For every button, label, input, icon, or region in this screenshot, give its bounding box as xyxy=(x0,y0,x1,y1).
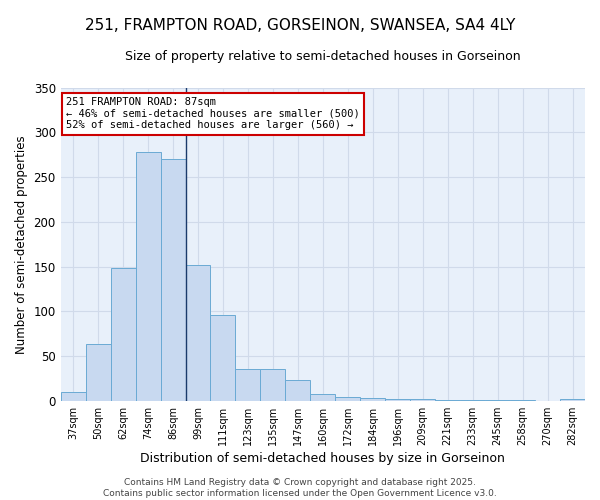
Bar xyxy=(61,392,86,401)
Text: Contains HM Land Registry data © Crown copyright and database right 2025.
Contai: Contains HM Land Registry data © Crown c… xyxy=(103,478,497,498)
Bar xyxy=(335,397,360,401)
Bar xyxy=(185,265,211,401)
Bar xyxy=(235,368,260,401)
Bar xyxy=(110,268,136,401)
Bar xyxy=(510,400,535,401)
Bar xyxy=(211,315,235,401)
Title: Size of property relative to semi-detached houses in Gorseinon: Size of property relative to semi-detach… xyxy=(125,50,521,63)
Bar xyxy=(435,400,460,401)
Bar xyxy=(136,152,161,401)
Bar xyxy=(485,400,510,401)
Text: 251, FRAMPTON ROAD, GORSEINON, SWANSEA, SA4 4LY: 251, FRAMPTON ROAD, GORSEINON, SWANSEA, … xyxy=(85,18,515,32)
Bar xyxy=(560,399,585,401)
Bar xyxy=(286,380,310,401)
Bar xyxy=(310,394,335,401)
Y-axis label: Number of semi-detached properties: Number of semi-detached properties xyxy=(15,135,28,354)
Bar xyxy=(410,399,435,401)
Bar xyxy=(460,400,485,401)
Text: 251 FRAMPTON ROAD: 87sqm
← 46% of semi-detached houses are smaller (500)
52% of : 251 FRAMPTON ROAD: 87sqm ← 46% of semi-d… xyxy=(66,97,359,130)
Bar xyxy=(86,344,110,401)
Bar xyxy=(260,368,286,401)
Bar xyxy=(360,398,385,401)
Bar xyxy=(161,160,185,401)
X-axis label: Distribution of semi-detached houses by size in Gorseinon: Distribution of semi-detached houses by … xyxy=(140,452,505,465)
Bar xyxy=(385,399,410,401)
